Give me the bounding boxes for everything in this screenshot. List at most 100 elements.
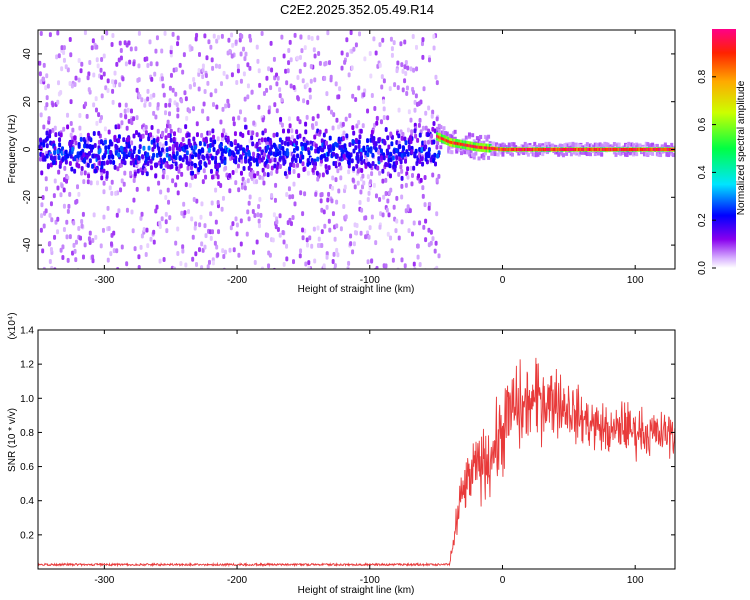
heatmap-cell — [146, 88, 150, 94]
heatmap-cell — [358, 31, 362, 37]
heatmap-cell — [172, 136, 176, 142]
snr-ytick-label: 0.6 — [20, 462, 34, 473]
heatmap-cell — [416, 137, 420, 143]
heatmap-cell — [357, 85, 361, 91]
heatmap-cell — [156, 102, 160, 108]
heatmap-cell — [221, 248, 225, 254]
heatmap-cell — [499, 143, 503, 148]
heatmap-cell — [409, 139, 413, 145]
heatmap-cell — [176, 113, 180, 119]
heatmap-cell — [169, 49, 173, 55]
heatmap-cell — [58, 142, 62, 148]
heatmap-cell — [107, 129, 111, 135]
heatmap-cell — [331, 258, 335, 264]
heatmap-cell — [176, 251, 180, 257]
heatmap-cell — [119, 187, 123, 193]
heatmap-cell — [243, 96, 247, 102]
heatmap-cell — [337, 94, 341, 100]
heatmap-cell — [186, 165, 190, 171]
heatmap-cell — [108, 185, 112, 191]
heatmap-cell — [475, 136, 479, 141]
heatmap-cell — [327, 191, 331, 197]
heatmap-cell — [88, 60, 92, 66]
heatmap-cell — [635, 148, 639, 151]
heatmap-cell — [439, 145, 443, 150]
heatmap-cell — [402, 146, 406, 152]
heatmap-cell — [247, 149, 251, 155]
heatmap-cell — [416, 243, 420, 249]
heatmap-cell — [95, 120, 99, 126]
heatmap-cell — [506, 148, 510, 151]
heatmap-cell — [395, 68, 399, 74]
heatmap-cell — [589, 152, 593, 157]
heatmap-cell — [563, 148, 567, 151]
heatmap-cell — [68, 37, 72, 43]
heatmap-cell — [179, 163, 183, 169]
heatmap-cell — [201, 74, 205, 80]
heatmap-cell — [287, 186, 291, 192]
heatmap-cell — [115, 212, 119, 218]
heatmap-cell — [106, 78, 110, 84]
heatmap-cell — [547, 148, 551, 151]
heatmap-cell — [406, 204, 410, 210]
heatmap-cell — [153, 71, 157, 77]
heatmap-cell — [106, 205, 110, 211]
heatmap-cell — [491, 149, 495, 154]
heatmap-cell — [188, 84, 192, 90]
heatmap-cell — [247, 216, 251, 222]
heatmap-cell — [107, 225, 111, 231]
heatmap-cell — [162, 169, 166, 175]
heatmap-cell — [432, 45, 436, 51]
snr-xlabel: Height of straight line (km) — [298, 585, 415, 596]
heatmap-cell — [296, 75, 300, 81]
heatmap-cell — [472, 139, 476, 144]
heatmap-cell — [58, 137, 62, 143]
heatmap-cell — [216, 136, 220, 142]
heatmap-cell — [433, 128, 437, 134]
heatmap-cell — [236, 149, 240, 155]
heatmap-cell — [366, 196, 370, 202]
heatmap-cell — [307, 34, 311, 40]
heatmap-cell — [341, 136, 345, 142]
heatmap-cell — [185, 150, 189, 156]
heatmap-cell — [490, 151, 494, 156]
heatmap-cell — [197, 154, 201, 160]
heatmap-cell — [299, 34, 303, 40]
heatmap-cell — [598, 142, 602, 147]
heatmap-cell — [421, 193, 425, 199]
heatmap-cell — [130, 140, 134, 146]
heatmap-cell — [386, 135, 390, 141]
heatmap-cell — [341, 121, 345, 127]
heatmap-cell — [485, 137, 489, 142]
heatmap-cell — [420, 41, 424, 47]
heatmap-cell — [211, 260, 215, 266]
heatmap-cell — [175, 165, 179, 171]
heatmap-cell — [514, 148, 518, 151]
heatmap-cell — [288, 123, 292, 129]
heatmap-cell — [286, 220, 290, 226]
heatmap-cell — [93, 143, 97, 149]
heatmap-cell — [289, 221, 293, 227]
heatmap-cell — [66, 112, 70, 118]
heatmap-cell — [255, 161, 259, 167]
heatmap-cell — [176, 174, 180, 180]
heatmap-cell — [472, 145, 476, 149]
heatmap-cell — [168, 111, 172, 117]
heatmap-cell — [593, 152, 597, 157]
heatmap-cell — [349, 233, 353, 239]
heatmap-cell — [408, 135, 412, 141]
heatmap-cell — [158, 141, 162, 147]
heatmap-cell — [100, 164, 104, 170]
heatmap-cell — [190, 161, 194, 167]
heatmap-cell — [377, 137, 381, 143]
heatmap-cell — [109, 141, 113, 147]
heatmap-cell — [568, 142, 572, 147]
heatmap-cell — [646, 152, 650, 157]
heatmap-cell — [407, 144, 411, 150]
heatmap-cell — [143, 167, 147, 173]
heatmap-cell — [69, 52, 73, 58]
heatmap-cell — [507, 148, 511, 151]
heatmap-cell — [312, 226, 316, 232]
heatmap-cell — [54, 132, 58, 138]
heatmap-cell — [207, 259, 211, 265]
